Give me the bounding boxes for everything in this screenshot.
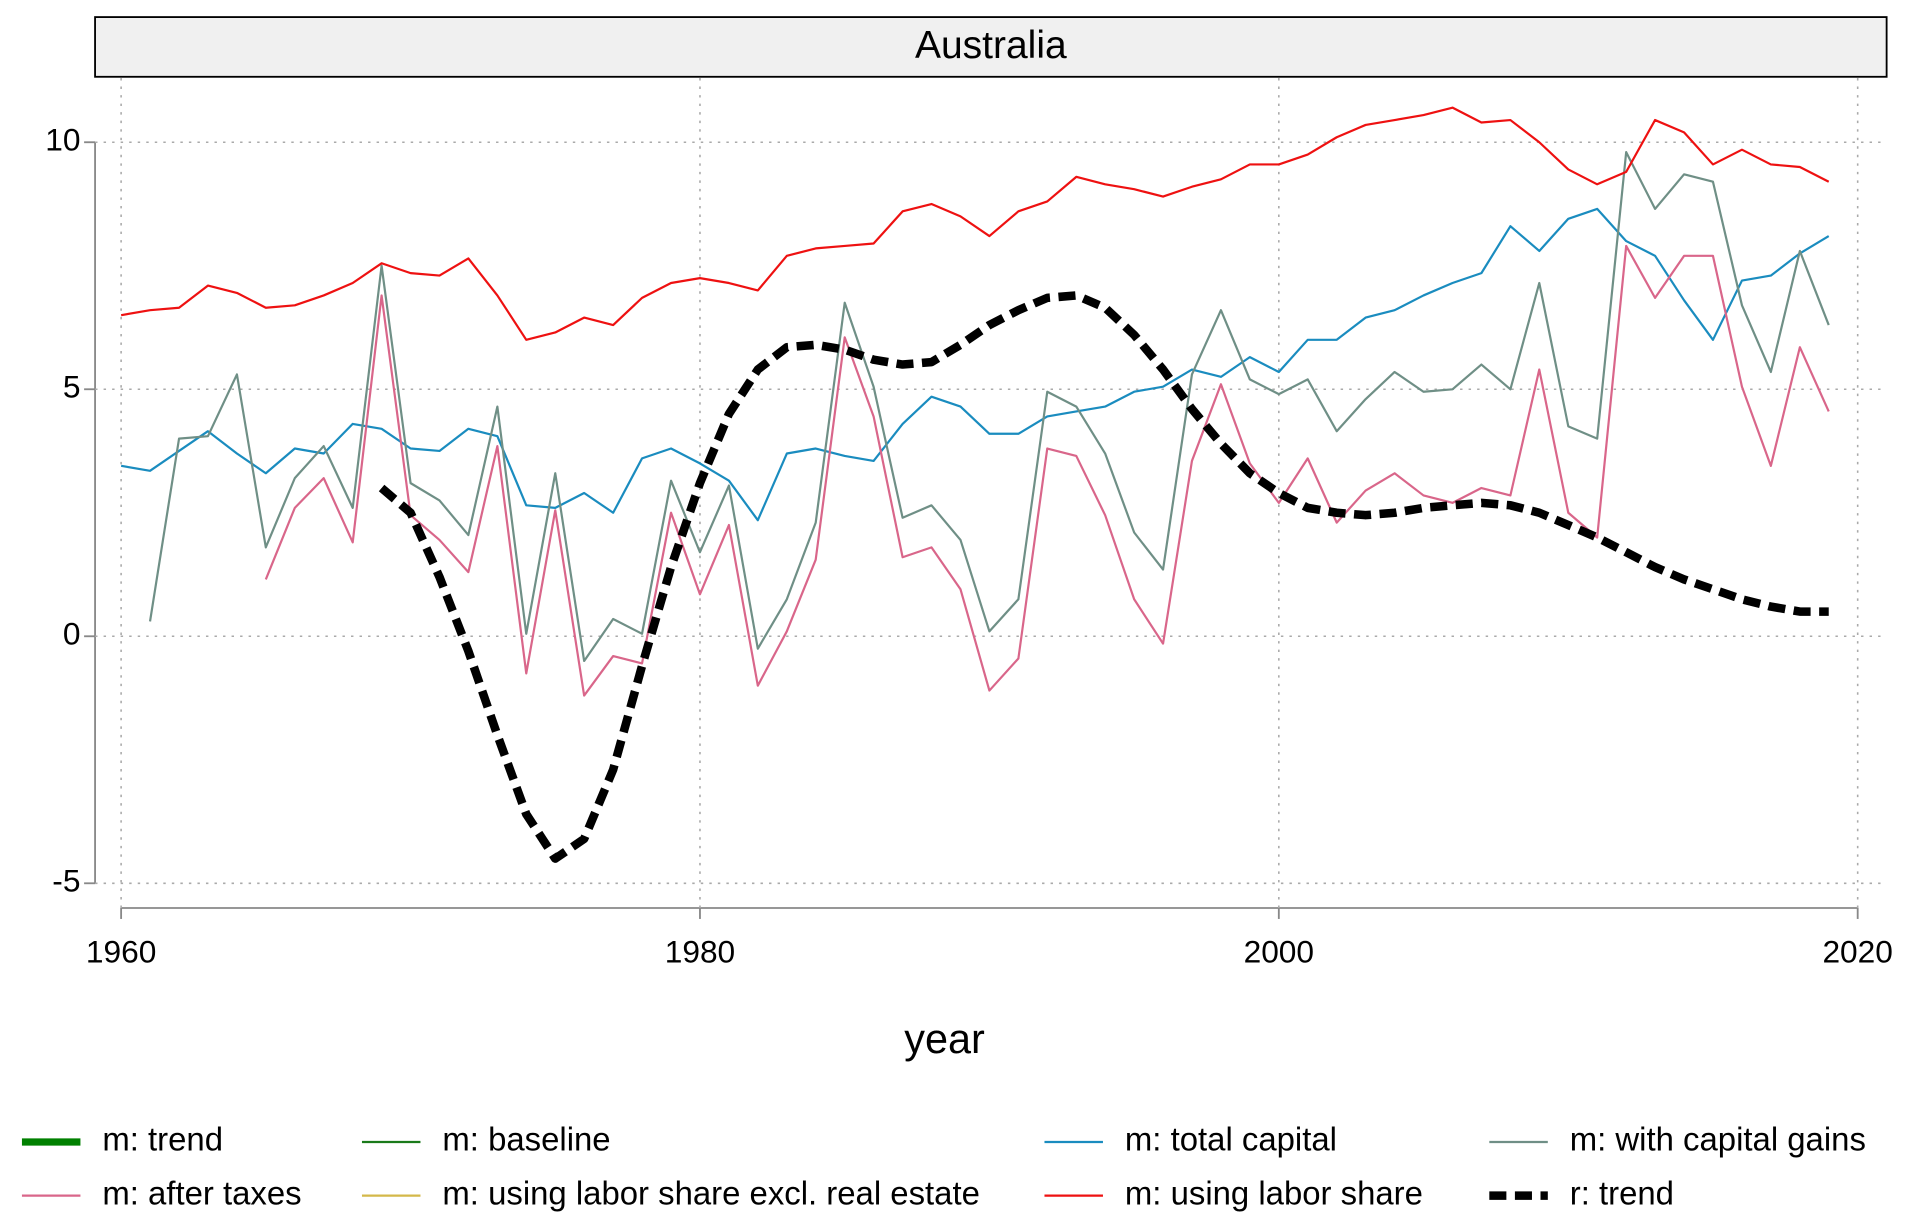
strip	[94, 16, 1888, 78]
series-line	[120, 106, 1830, 341]
legend-label: m: using labor share	[1125, 1174, 1423, 1211]
x-axis-label: year	[904, 1015, 985, 1062]
x-tick-label: 1960	[86, 934, 156, 970]
legend-label: m: baseline	[442, 1121, 610, 1158]
x-tick-label: 1980	[665, 934, 735, 970]
legend-label: r: trend	[1570, 1174, 1674, 1211]
x-tick-label: 2000	[1244, 934, 1314, 970]
legend-label: m: after taxes	[102, 1174, 301, 1211]
y-tick-label: 10	[45, 122, 80, 158]
series-line	[264, 244, 1830, 697]
chart-title: Australia	[915, 24, 1067, 67]
legend-label: m: with capital gains	[1570, 1121, 1866, 1158]
legend-label: m: total capital	[1125, 1121, 1337, 1158]
y-tick-label: 0	[63, 616, 81, 652]
series-line	[148, 151, 1830, 663]
x-tick-label: 2020	[1822, 934, 1892, 970]
y-tick-label: 5	[63, 369, 81, 405]
legend-label: m: using labor share excl. real estate	[442, 1174, 979, 1211]
legend-label: m: trend	[102, 1121, 223, 1158]
y-tick-label: -5	[52, 863, 80, 899]
series-line	[378, 291, 1829, 863]
series-line	[120, 207, 1830, 522]
